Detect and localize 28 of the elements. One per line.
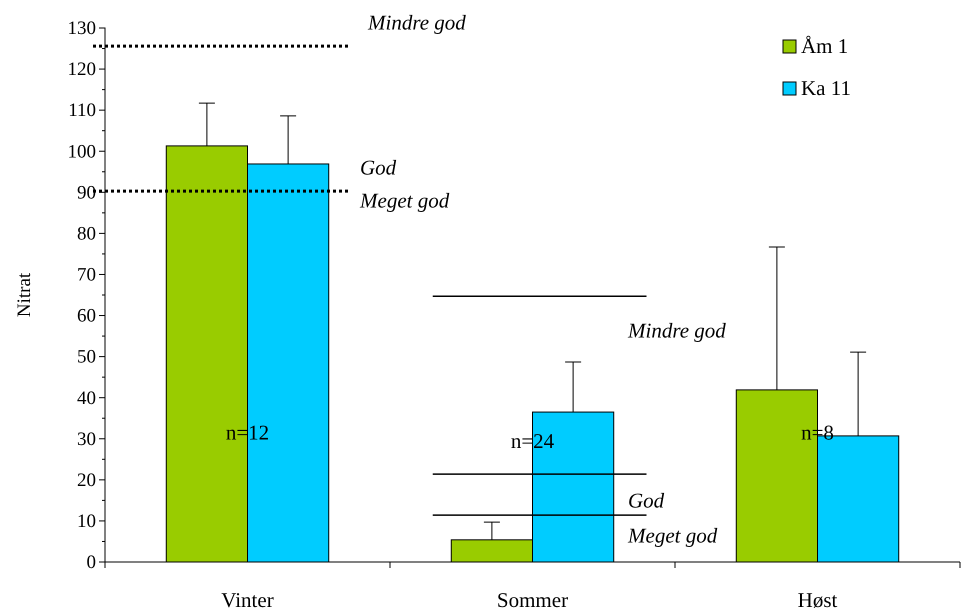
y-tick-label: 30	[77, 428, 96, 450]
y-axis-title: Nitrat	[14, 272, 35, 318]
y-tick-label: 10	[77, 511, 96, 532]
x-tick-label: Sommer	[496, 588, 568, 611]
x-tick-label: Vinter	[221, 588, 274, 611]
annotation: Meget god	[627, 523, 718, 548]
y-tick-label: 100	[68, 141, 96, 162]
annotation: n=24	[510, 429, 555, 454]
annotation: God	[360, 155, 397, 180]
y-tick-label: 20	[77, 470, 96, 491]
y-tick-label: 60	[77, 306, 96, 327]
y-tick-label: 0	[86, 552, 96, 574]
y-tick-label: 130	[68, 18, 96, 40]
annotation: Mindre god	[367, 10, 466, 34]
annotation: Meget god	[359, 188, 450, 212]
legend-label: Åm 1	[801, 34, 848, 58]
y-tick-label: 50	[77, 346, 96, 368]
annotation: God	[628, 488, 665, 512]
y-tick-label: 80	[77, 223, 96, 244]
legend-label: Ka 11	[801, 76, 851, 100]
annotation: Mindre god	[627, 318, 726, 342]
x-tick-label: Høst	[798, 588, 838, 611]
annotation: n=12	[226, 420, 270, 445]
y-tick-label: 120	[68, 59, 96, 80]
y-tick-label: 40	[77, 388, 96, 409]
y-tick-label: 70	[77, 264, 96, 286]
y-tick-label: 110	[68, 100, 96, 122]
annotation: n=8	[801, 420, 834, 445]
